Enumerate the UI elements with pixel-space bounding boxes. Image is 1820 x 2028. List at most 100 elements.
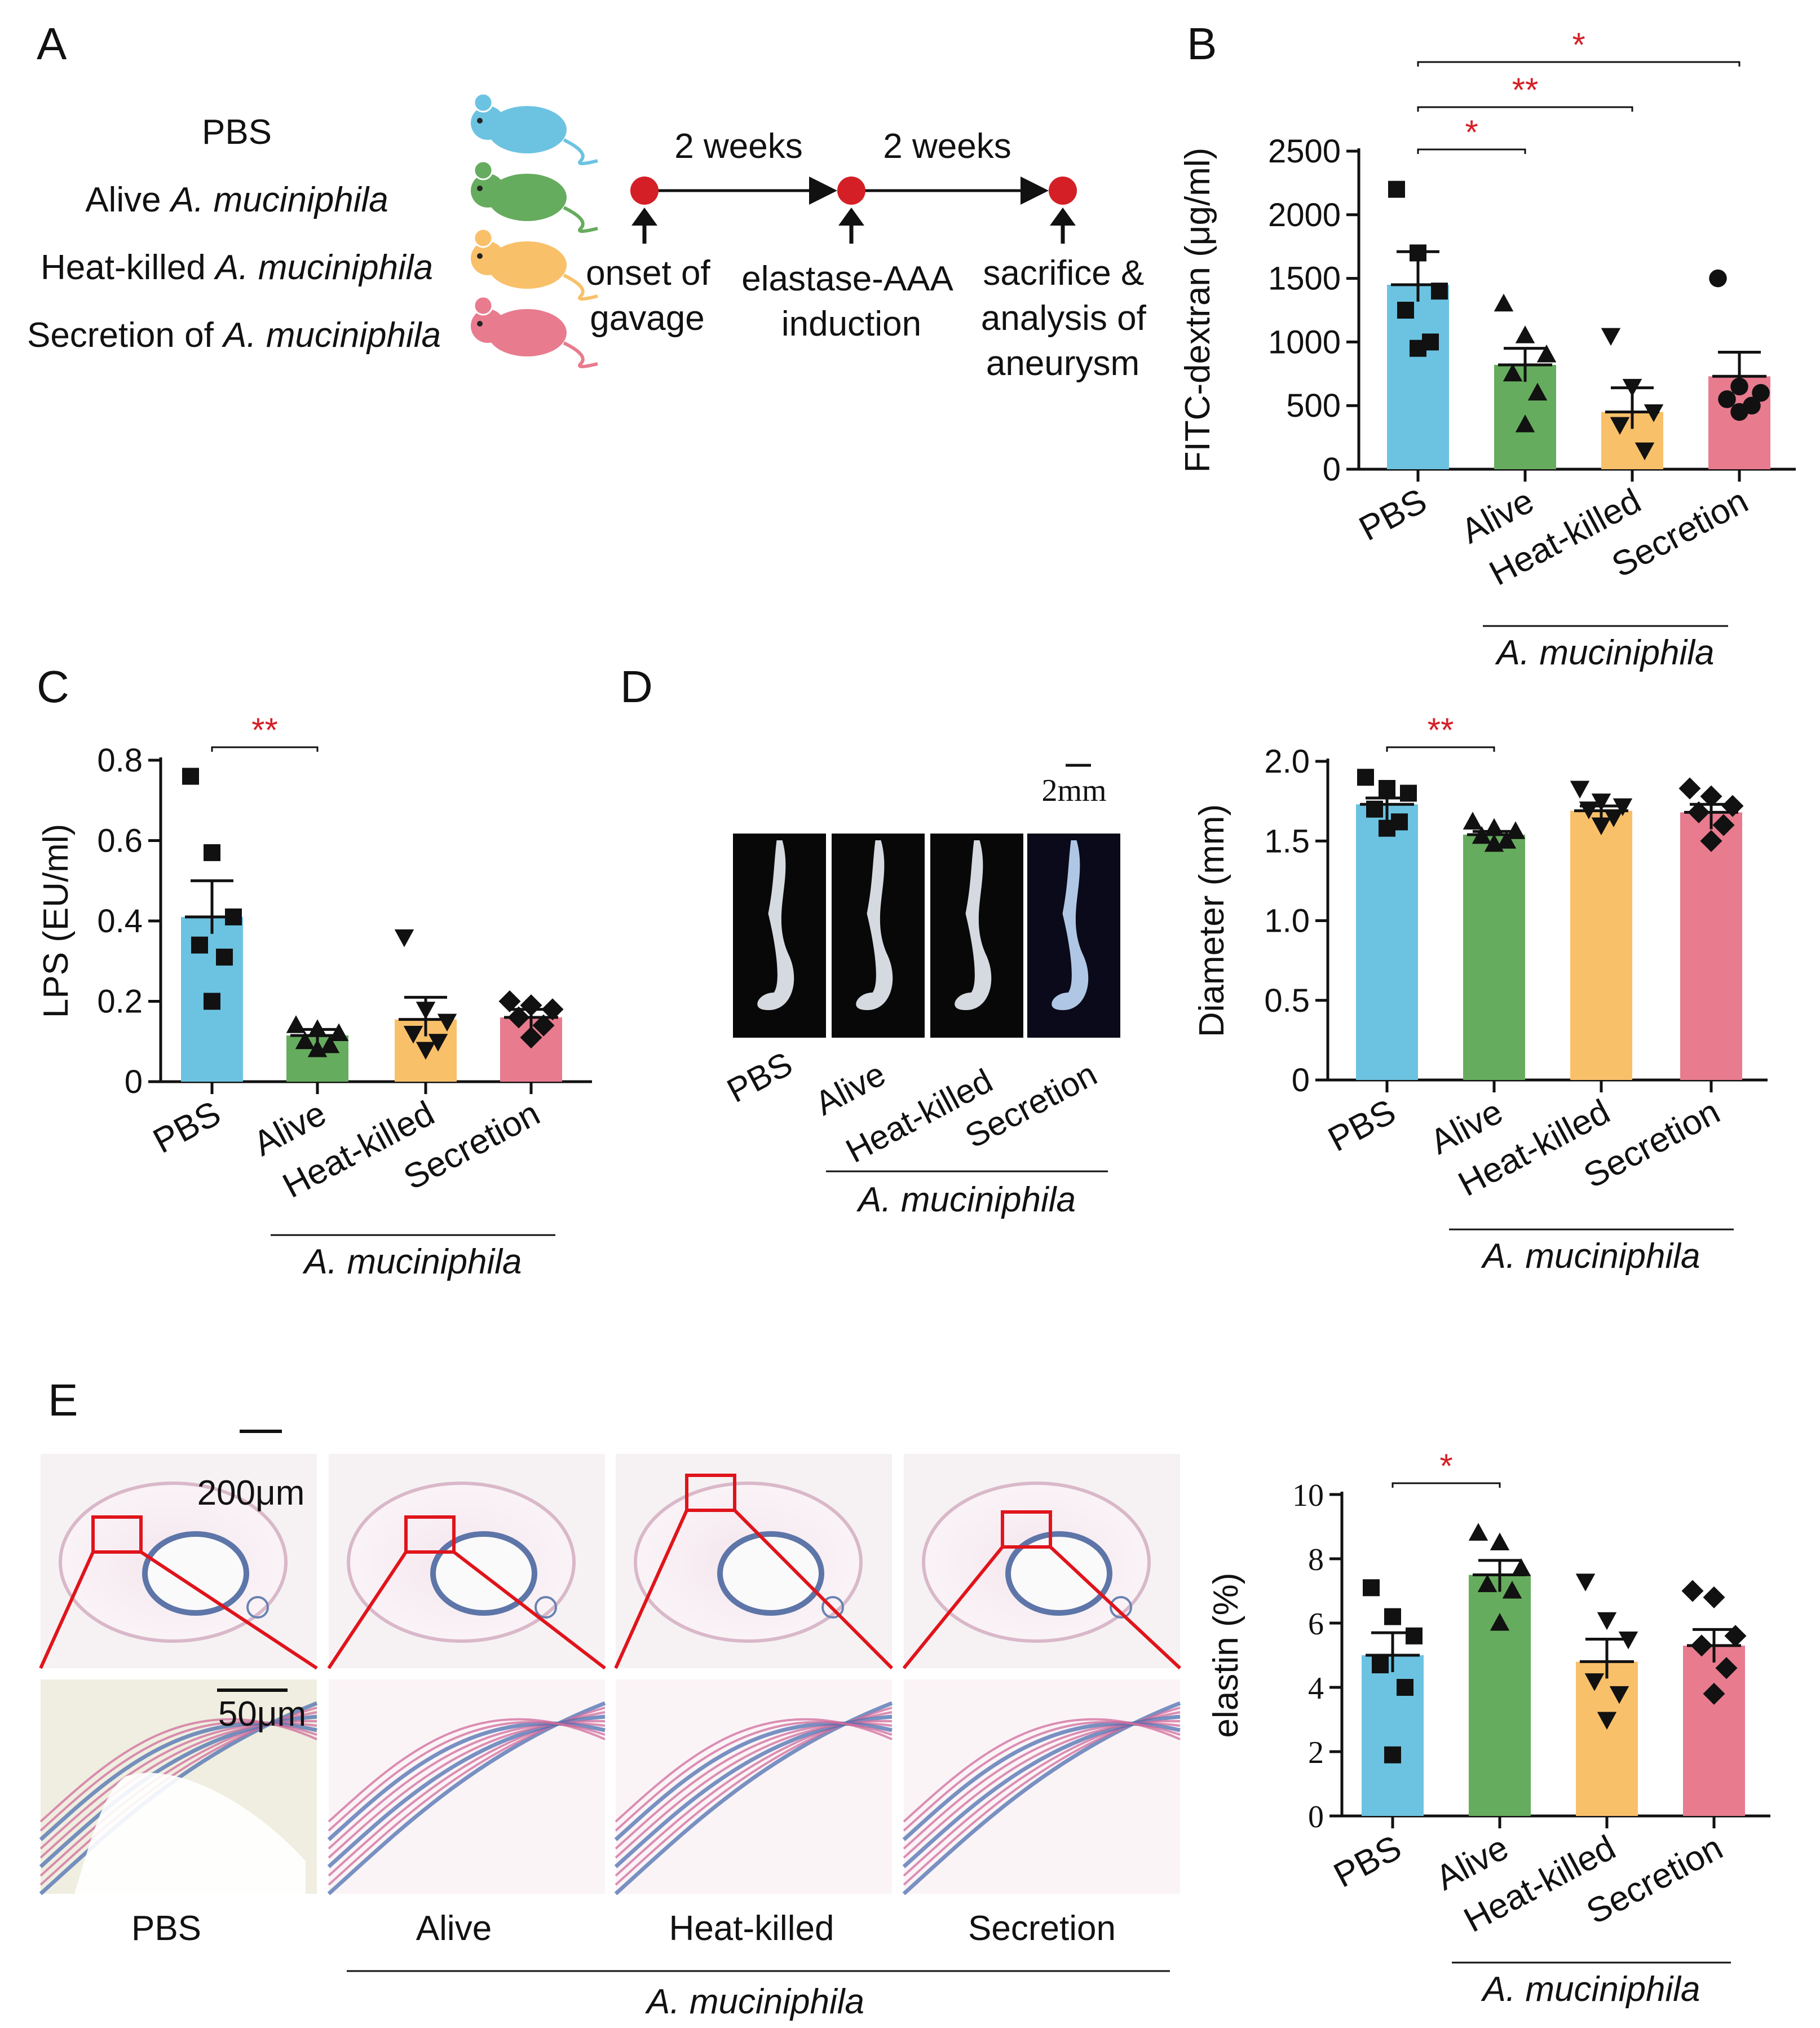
- y-tick-label: 0.8: [97, 742, 143, 779]
- data-point: [1715, 1657, 1738, 1679]
- step-line: sacrifice &: [983, 254, 1144, 293]
- data-point: [1712, 814, 1735, 836]
- histology-label: Secretion: [968, 1909, 1116, 1948]
- data-point: [286, 1015, 306, 1033]
- y-tick-label: 2: [1308, 1735, 1324, 1770]
- y-tick-label: 0.2: [97, 984, 143, 1020]
- significance-label: *: [1572, 26, 1585, 64]
- data-point: [1511, 1558, 1531, 1576]
- step-sacrifice: sacrifice & analysis of aneurysm: [981, 254, 1156, 383]
- step-line: elastase-AAA: [741, 259, 953, 298]
- data-point: [1618, 1632, 1638, 1650]
- data-point: [1397, 1679, 1413, 1696]
- y-tick-label: 0.5: [1264, 982, 1310, 1019]
- mouse-icon: [471, 296, 598, 368]
- group-name-italic: A. muciniphila: [221, 316, 441, 355]
- data-point: [1379, 819, 1395, 837]
- data-point: [520, 1026, 542, 1049]
- photo-label: PBS: [721, 1044, 798, 1110]
- data-point: [204, 993, 220, 1010]
- x-tick-label: PBS: [1328, 1828, 1408, 1895]
- data-point: [1397, 302, 1414, 319]
- panel-label-e: E: [48, 1375, 78, 1425]
- group-name-plain: Secretion of: [27, 316, 223, 355]
- timeline-node-1: [630, 177, 659, 205]
- group-label: A. muciniphila: [1481, 1970, 1700, 2009]
- data-point: [1730, 377, 1748, 396]
- y-tick-label: 2.0: [1264, 743, 1310, 780]
- timeline-node-2: [837, 177, 865, 205]
- mouse-icon: [471, 160, 598, 233]
- data-point: [1379, 780, 1395, 797]
- panel-label-c: C: [37, 662, 69, 712]
- data-point: [295, 1031, 315, 1050]
- y-axis-label: Diameter (mm): [1192, 804, 1231, 1037]
- data-point: [1622, 378, 1642, 397]
- y-tick-label: 1000: [1268, 324, 1341, 360]
- bar-pbs: [1356, 804, 1418, 1080]
- bar-pbs: [1387, 284, 1449, 469]
- x-tick-label: PBS: [1353, 481, 1433, 548]
- group-name-plain: Heat-killed: [41, 248, 215, 287]
- group-name-italic: A. muciniphila: [169, 180, 388, 219]
- step-onset: onset of gavage: [586, 254, 720, 338]
- data-point: [1700, 785, 1722, 808]
- group-label: A. muciniphila: [302, 1242, 522, 1281]
- data-point: [191, 936, 208, 954]
- group-name-plain: PBS: [202, 113, 272, 152]
- data-point: [1730, 403, 1748, 421]
- data-point: [1610, 417, 1630, 435]
- data-point: [1372, 1656, 1389, 1674]
- group-name: Secretion of A. muciniphila: [27, 316, 441, 355]
- y-axis-label: LPS (EU/ml): [37, 824, 76, 1018]
- group-name: PBS: [202, 113, 272, 152]
- data-point: [1609, 1686, 1629, 1704]
- step-line: aneurysm: [986, 344, 1139, 383]
- data-point: [1490, 1532, 1510, 1550]
- data-point: [1463, 812, 1483, 830]
- data-point: [394, 929, 414, 947]
- data-point: [1490, 1613, 1510, 1631]
- data-point: [307, 1019, 328, 1037]
- group-label: A. muciniphila: [856, 1180, 1076, 1219]
- data-point: [532, 1014, 555, 1037]
- panel-label-b: B: [1187, 19, 1217, 69]
- aorta-photo: [1027, 834, 1120, 1038]
- bar-heat-killed: [1570, 810, 1632, 1080]
- aorta-photo: [733, 834, 826, 1038]
- y-tick-label: 2000: [1268, 197, 1341, 233]
- mouse-icon: [471, 228, 598, 301]
- data-point: [1366, 800, 1383, 818]
- interval-label-2: 2 weeks: [883, 127, 1011, 166]
- y-tick-label: 0: [125, 1064, 143, 1100]
- histology-overview: [902, 1454, 1182, 1670]
- data-point: [1591, 793, 1611, 812]
- significance-label: **: [1428, 711, 1454, 749]
- data-point: [1503, 363, 1523, 382]
- data-point: [1635, 442, 1655, 461]
- panel-label-a: A: [37, 19, 67, 69]
- data-point: [1597, 1612, 1617, 1630]
- histology-zoom: [39, 1679, 318, 1895]
- histology-zoom: [902, 1679, 1181, 1895]
- data-point: [1468, 1523, 1488, 1541]
- y-axis-label: elastin (%): [1207, 1573, 1245, 1738]
- group-label: A. muciniphila: [1495, 633, 1715, 672]
- data-point: [416, 1002, 436, 1020]
- data-point: [1613, 798, 1633, 817]
- data-point: [1752, 383, 1770, 402]
- data-point: [1724, 1625, 1747, 1647]
- data-point: [1472, 826, 1492, 844]
- data-point: [320, 1035, 340, 1053]
- significance-label: **: [251, 711, 278, 749]
- y-tick-label: 0.6: [97, 823, 143, 859]
- step-induction: elastase-AAA induction: [741, 259, 961, 343]
- data-point: [1703, 1682, 1725, 1705]
- data-point: [1536, 344, 1557, 363]
- data-point: [307, 1039, 328, 1057]
- data-point: [216, 949, 233, 966]
- data-point: [1363, 1579, 1380, 1597]
